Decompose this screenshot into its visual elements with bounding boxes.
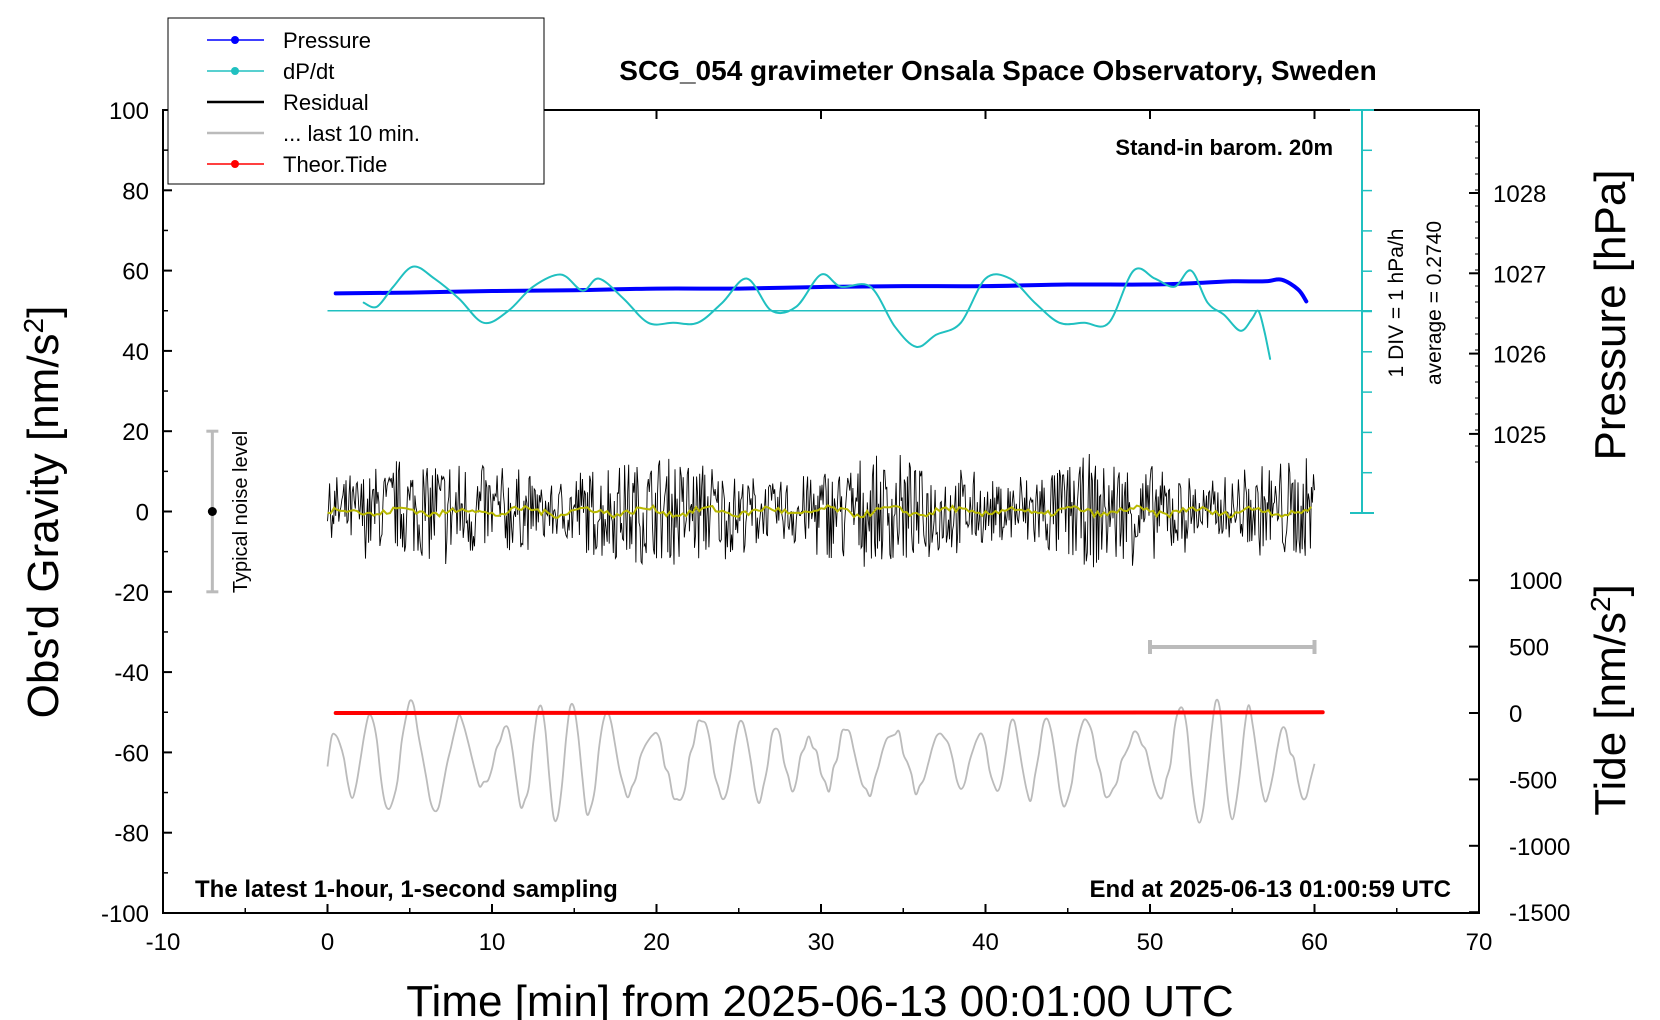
y-axis-label-tide-base: Tide [nm/s	[1586, 612, 1635, 816]
pressure-tick-label: 1028	[1493, 181, 1546, 208]
legend-label: dP/dt	[283, 59, 334, 84]
pressure-axis-ticks: 1025 1026 1027 1028	[1469, 109, 1546, 463]
y-tick-label: -80	[114, 821, 149, 848]
bottom-left-note: The latest 1-hour, 1-second sampling	[195, 876, 618, 903]
y-axis-label-left-sup: 2	[18, 318, 49, 334]
y-axis-ticks: -100 -80 -60 -40 -20 0 20 40 60 80 100	[101, 98, 172, 928]
y-tick-label: 80	[122, 178, 149, 205]
tide-tick-label: -1500	[1509, 900, 1570, 927]
legend-marker	[231, 36, 239, 44]
theor-tide-series	[333, 710, 1325, 715]
x-tick-label: 50	[1137, 929, 1164, 956]
y-tick-label: 20	[122, 419, 149, 446]
legend-label: ... last 10 min.	[283, 121, 420, 146]
y-axis-label-pressure: Pressure [hPa]	[1586, 169, 1635, 460]
y-axis-label-left: Obs'd Gravity [nm/s2]	[18, 306, 69, 719]
y-tick-label: -60	[114, 740, 149, 767]
legend: Pressure dP/dt Residual ... last 10 min. The…	[167, 17, 545, 185]
y-tick-label: 60	[122, 259, 149, 286]
tide-tick-label: 1000	[1509, 568, 1562, 595]
legend-label: Residual	[283, 90, 369, 115]
x-tick-label: 60	[1301, 929, 1328, 956]
y-tick-label: 100	[109, 98, 149, 125]
y-tick-label: -40	[114, 660, 149, 687]
tide-tick-label: 500	[1509, 635, 1549, 662]
residual-trace	[327, 453, 1315, 568]
y-axis-label-tide: Tide [nm/s2]	[1585, 584, 1636, 816]
bottom-right-note: End at 2025-06-13 01:00:59 UTC	[1090, 876, 1452, 903]
dpdt-scale-label: 1 DIV = 1 hPa/h	[1385, 229, 1408, 378]
legend-label: Pressure	[283, 28, 371, 53]
x-tick-label: 30	[808, 929, 835, 956]
x-tick-label: 0	[321, 929, 334, 956]
residual-smoothed-trace	[327, 504, 1312, 519]
pressure-series	[333, 277, 1309, 304]
x-tick-label: 40	[972, 929, 999, 956]
x-axis-label: Time [min] from 2025-06-13 00:01:00 UTC	[406, 977, 1233, 1020]
tide-axis-ticks: -1500 -1000 -500 0 500 1000	[1469, 568, 1570, 927]
y-tick-label: 0	[136, 500, 149, 527]
legend-marker	[231, 160, 239, 168]
legend-label: Theor.Tide	[283, 152, 387, 177]
tide-tick-label: 0	[1509, 701, 1522, 728]
legend-marker	[231, 67, 239, 75]
x-tick-label: -10	[146, 929, 181, 956]
chart-title: SCG_054 gravimeter Onsala Space Observat…	[619, 55, 1376, 86]
y-tick-label: -20	[114, 580, 149, 607]
pressure-tick-label: 1026	[1493, 342, 1546, 369]
pressure-tick-label: 1025	[1493, 422, 1546, 449]
dp-dt-series	[362, 265, 1272, 360]
dpdt-average-label: average = 0.2740	[1423, 221, 1446, 385]
x-tick-label: 20	[643, 929, 670, 956]
x-tick-label: 10	[479, 929, 506, 956]
y-axis-label-left-end: ]	[19, 306, 68, 318]
y-axis-label-tide-sup: 2	[1585, 596, 1616, 612]
noise-label: Typical noise level	[230, 431, 252, 593]
noise-bar-center	[207, 507, 217, 516]
y-tick-label: 40	[122, 339, 149, 366]
pressure-tick-label: 1027	[1493, 261, 1546, 288]
tide-tick-label: -1000	[1509, 834, 1570, 861]
x-axis-ticks: -10 0 10 20 30 40 50 60 70	[146, 110, 1493, 956]
y-axis-label-tide-end: ]	[1586, 584, 1635, 596]
barometer-note: Stand-in barom. 20m	[1115, 135, 1333, 160]
last-10-min-trace	[326, 698, 1316, 824]
y-axis-label-left-base: Obs'd Gravity [nm/s	[19, 333, 68, 718]
x-tick-label: 70	[1466, 929, 1493, 956]
tide-tick-label: -500	[1509, 767, 1557, 794]
traces	[206, 265, 1372, 824]
y-tick-label: -100	[101, 901, 149, 928]
